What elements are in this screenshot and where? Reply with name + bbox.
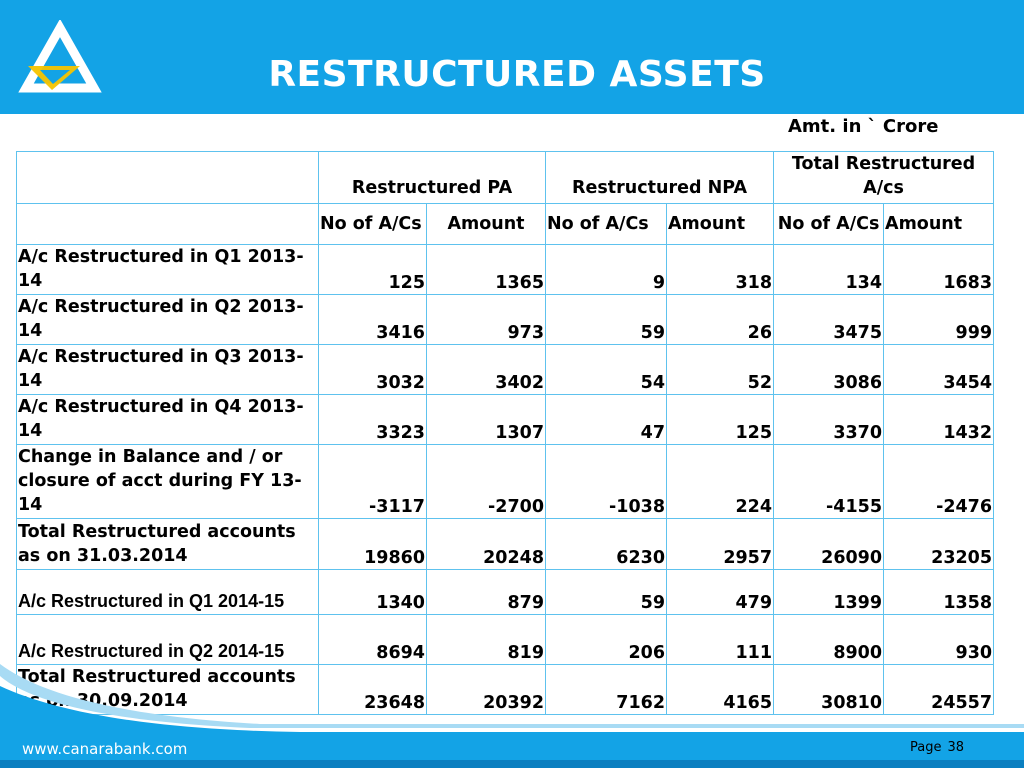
table-cell: 3086 — [773, 344, 885, 395]
table-cell: 1683 — [883, 244, 995, 295]
table-cell: 8694 — [318, 614, 427, 665]
table-cell: 9 — [545, 244, 668, 295]
table-cell: 3032 — [318, 344, 427, 395]
row-label: A/c Restructured in Q4 2013-14 — [16, 394, 319, 445]
table-cell: 134 — [773, 244, 885, 295]
table-row: A/c Restructured in Q2 2013-14 3416 973 … — [16, 294, 995, 345]
page-number-value: 38 — [947, 740, 965, 755]
table-cell: 47 — [545, 394, 668, 445]
table-cell: 1365 — [425, 244, 547, 295]
table-row: A/c Restructured in Q3 2013-14 3032 3402… — [16, 344, 995, 395]
row-label: A/c Restructured in Q1 2013-14 — [16, 244, 319, 295]
table-cell: 20248 — [425, 518, 547, 570]
table-cell: 52 — [666, 344, 775, 395]
page-title: RESTRUCTURED ASSETS — [268, 54, 766, 95]
table-cell: 8900 — [773, 614, 885, 665]
table-cell: 3475 — [773, 294, 885, 345]
table-row: A/c Restructured in Q1 2014-15 1340 879 … — [16, 569, 995, 615]
table-cell: 973 — [425, 294, 547, 345]
website-link[interactable]: www.canarabank.com — [22, 740, 188, 758]
table-cell: 19860 — [318, 518, 427, 570]
header-band — [0, 0, 1024, 114]
group-header-restructured-npa: Restructured NPA — [545, 151, 775, 204]
table-group-header-row: Restructured PA Restructured NPA Total R… — [16, 151, 995, 204]
table-cell: 125 — [318, 244, 427, 295]
table-cell: 26 — [666, 294, 775, 345]
table-cell: 318 — [666, 244, 775, 295]
table-cell: 479 — [666, 569, 775, 615]
table-cell: 54 — [545, 344, 668, 395]
table-cell: 30810 — [773, 664, 885, 715]
table-cell: 1399 — [773, 569, 885, 615]
table-cell: 3402 — [425, 344, 547, 395]
row-label: Change in Balance and / or closure of ac… — [16, 444, 319, 519]
group-header-total-restructured: Total Restructured A/cs — [773, 151, 995, 204]
page-label: Page — [910, 740, 942, 755]
table-cell: 23205 — [883, 518, 995, 570]
table-cell: 224 — [666, 444, 775, 519]
group-header-restructured-pa: Restructured PA — [317, 151, 547, 204]
table-cell: 2957 — [666, 518, 775, 570]
unit-note: Amt. in ` Crore — [788, 116, 939, 137]
table-cell: -3117 — [318, 444, 427, 519]
table-cell: 1432 — [883, 394, 995, 445]
table-cell: 59 — [545, 569, 668, 615]
sub-header: Amount — [666, 203, 775, 245]
table-cell: 1358 — [883, 569, 995, 615]
table-cell: 4165 — [666, 664, 775, 715]
table-cell: 59 — [545, 294, 668, 345]
table-cell: 125 — [666, 394, 775, 445]
row-label: A/c Restructured in Q2 2014-15 — [16, 614, 319, 665]
table-cell: 999 — [883, 294, 995, 345]
table-cell: 111 — [666, 614, 775, 665]
table-cell: 1307 — [425, 394, 547, 445]
table-cell: 879 — [425, 569, 547, 615]
row-label: A/c Restructured in Q2 2013-14 — [16, 294, 319, 345]
table-sub-header-row: No of A/Cs Amount No of A/Cs Amount No o… — [16, 203, 995, 245]
table-cell: 819 — [425, 614, 547, 665]
table-cell: 3416 — [318, 294, 427, 345]
sub-header: No of A/Cs — [773, 203, 885, 245]
sub-header: No of A/Cs — [545, 203, 668, 245]
row-label: Total Restructured accounts as on 31.03.… — [16, 518, 319, 570]
table-row: A/c Restructured in Q4 2013-14 3323 1307… — [16, 394, 995, 445]
table-row: Change in Balance and / or closure of ac… — [16, 444, 995, 519]
canara-bank-logo-icon — [18, 18, 102, 100]
table-cell: 3323 — [318, 394, 427, 445]
table-cell: 6230 — [545, 518, 668, 570]
table-row: A/c Restructured in Q2 2014-15 8694 819 … — [16, 614, 995, 665]
table-cell: 3370 — [773, 394, 885, 445]
sub-header: No of A/Cs — [318, 203, 427, 245]
table-row: Total Restructured accounts as on 31.03.… — [16, 518, 995, 570]
footer-wave — [0, 664, 1024, 768]
table-cell: -4155 — [773, 444, 885, 519]
row-label: A/c Restructured in Q3 2013-14 — [16, 344, 319, 395]
sub-header: Amount — [425, 203, 547, 245]
sub-header: Amount — [883, 203, 995, 245]
table-cell: -1038 — [545, 444, 668, 519]
blank-label-cell — [16, 203, 319, 245]
table-cell: 3454 — [883, 344, 995, 395]
table-cell: 20392 — [425, 664, 547, 715]
table-cell: 930 — [883, 614, 995, 665]
table-row: A/c Restructured in Q1 2013-14 125 1365 … — [16, 244, 995, 295]
table-cell: 1340 — [318, 569, 427, 615]
table-cell: 7162 — [545, 664, 668, 715]
table-cell: -2700 — [425, 444, 547, 519]
restructured-assets-table: Restructured PA Restructured NPA Total R… — [16, 151, 995, 715]
corner-cell — [16, 151, 319, 204]
table-cell: 206 — [545, 614, 668, 665]
table-cell: 24557 — [883, 664, 995, 715]
table-cell: 26090 — [773, 518, 885, 570]
page-number: Page 38 — [910, 740, 964, 755]
row-label: A/c Restructured in Q1 2014-15 — [16, 569, 319, 615]
row-label: Total Restructured accounts as on 30.09.… — [16, 664, 319, 715]
table-row: Total Restructured accounts as on 30.09.… — [16, 664, 995, 715]
table-cell: -2476 — [883, 444, 995, 519]
